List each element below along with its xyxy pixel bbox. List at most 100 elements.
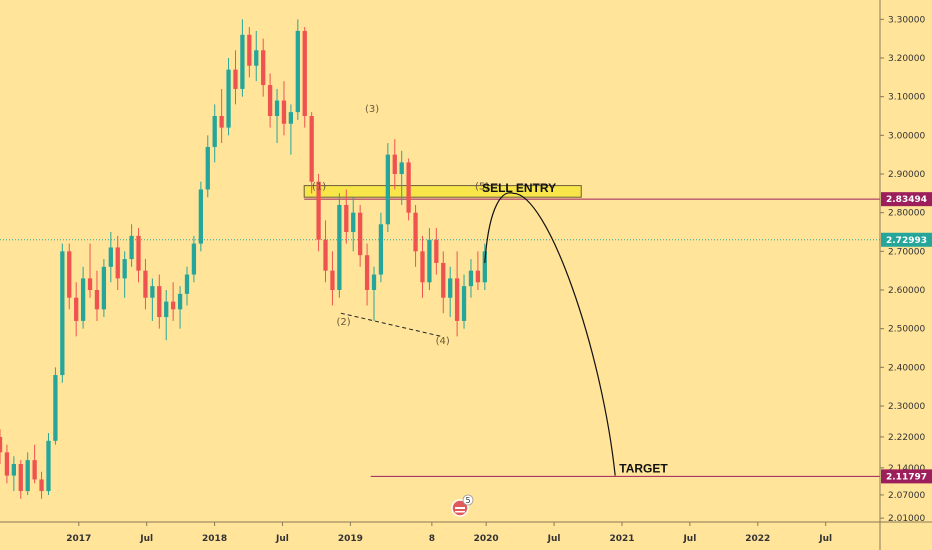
candle <box>198 181 203 252</box>
sell-entry-price-tag: 2.83494 <box>886 195 927 205</box>
time-tick-label: Jul <box>682 534 696 544</box>
candle <box>184 266 190 306</box>
candle <box>150 278 155 321</box>
price-tick-label: 2.90000 <box>888 170 925 180</box>
candles <box>0 19 487 499</box>
price-tick-label: 3.10000 <box>888 93 925 103</box>
candle <box>87 243 93 298</box>
candle-body <box>18 464 23 492</box>
candle <box>309 112 314 194</box>
candle <box>46 433 51 495</box>
candle-body <box>157 286 162 318</box>
candle-body <box>11 464 16 476</box>
candle <box>330 251 335 306</box>
candle-body <box>212 116 217 147</box>
candle <box>233 50 238 105</box>
price-tick-label: 2.07000 <box>888 491 925 501</box>
candle <box>351 197 356 252</box>
target-label: TARGET <box>619 461 668 475</box>
candle <box>427 228 432 290</box>
candle <box>475 251 481 290</box>
candle-body <box>254 50 259 66</box>
price-tick-label: 2.80000 <box>888 209 925 219</box>
sell-entry-zone <box>303 185 582 198</box>
candle-body <box>205 146 210 190</box>
badge-count-bg <box>462 494 474 506</box>
price-tick-label: 2.40000 <box>888 363 925 373</box>
candle-body <box>94 290 100 310</box>
time-tick-label: 2018 <box>202 534 227 544</box>
candle <box>205 135 210 198</box>
candle-body <box>129 235 134 260</box>
candle-body <box>288 112 294 124</box>
candle <box>136 228 141 283</box>
candle <box>143 259 148 310</box>
candle <box>11 456 16 492</box>
candle-body <box>164 301 169 318</box>
candle <box>448 266 453 318</box>
candle-body <box>0 436 3 453</box>
candle-body <box>143 270 148 298</box>
flag-stripe-icon <box>455 507 465 509</box>
candle-body <box>344 204 349 232</box>
candle-body <box>25 460 30 492</box>
candle <box>101 259 107 318</box>
sell-entry-price-tag-bg <box>881 192 932 207</box>
candle-body <box>364 255 370 290</box>
candle-body <box>233 69 238 89</box>
candle <box>53 367 58 445</box>
candle-body <box>434 239 439 263</box>
candle-body <box>371 274 377 290</box>
candle-body <box>482 251 487 283</box>
candle <box>67 243 72 310</box>
candle-body <box>420 251 425 283</box>
candle <box>358 204 363 267</box>
candle <box>288 104 294 155</box>
target-price-tag-bg <box>881 469 932 484</box>
indicator-badge[interactable]: 5 <box>451 494 474 517</box>
candle-body <box>191 243 197 275</box>
candle-body <box>53 375 58 441</box>
price-tick-label: 2.22000 <box>888 433 925 443</box>
target-price-tag: 2.11797 <box>886 472 927 482</box>
candle-body <box>60 251 65 376</box>
candle-body <box>309 116 314 182</box>
current-price-tag: 2.72993 <box>886 236 927 246</box>
price-tick-label: 2.70000 <box>888 247 925 257</box>
candle <box>94 270 100 321</box>
candle-body <box>32 460 37 480</box>
candle-body <box>261 50 266 86</box>
candle <box>482 243 487 290</box>
candle-body <box>448 278 453 298</box>
flag-stripe-icon <box>455 511 465 513</box>
candle-body <box>454 278 460 321</box>
candle-body <box>198 189 203 244</box>
wave-label: (1) <box>312 181 326 192</box>
candle <box>157 274 162 329</box>
candle <box>302 27 307 128</box>
price-tick-label: 3.20000 <box>888 54 925 64</box>
candle-body <box>330 270 335 290</box>
badge-count: 5 <box>465 496 470 505</box>
candle <box>32 444 37 484</box>
drawings <box>340 192 616 476</box>
candle-body <box>101 266 107 310</box>
candle <box>385 143 390 232</box>
candle <box>274 88 280 144</box>
candle <box>115 235 120 290</box>
candle-body <box>150 286 155 298</box>
candle-body <box>351 212 356 232</box>
candle <box>60 243 65 383</box>
price-levels <box>0 198 880 477</box>
price-tick-label: 3.00000 <box>888 131 925 141</box>
candle-body <box>115 247 120 279</box>
candle-body <box>136 235 141 271</box>
candle-body <box>226 69 231 128</box>
price-tick-label: 2.50000 <box>888 325 925 335</box>
candle-body <box>184 274 190 294</box>
candle <box>18 460 23 499</box>
candle-body <box>392 154 397 174</box>
